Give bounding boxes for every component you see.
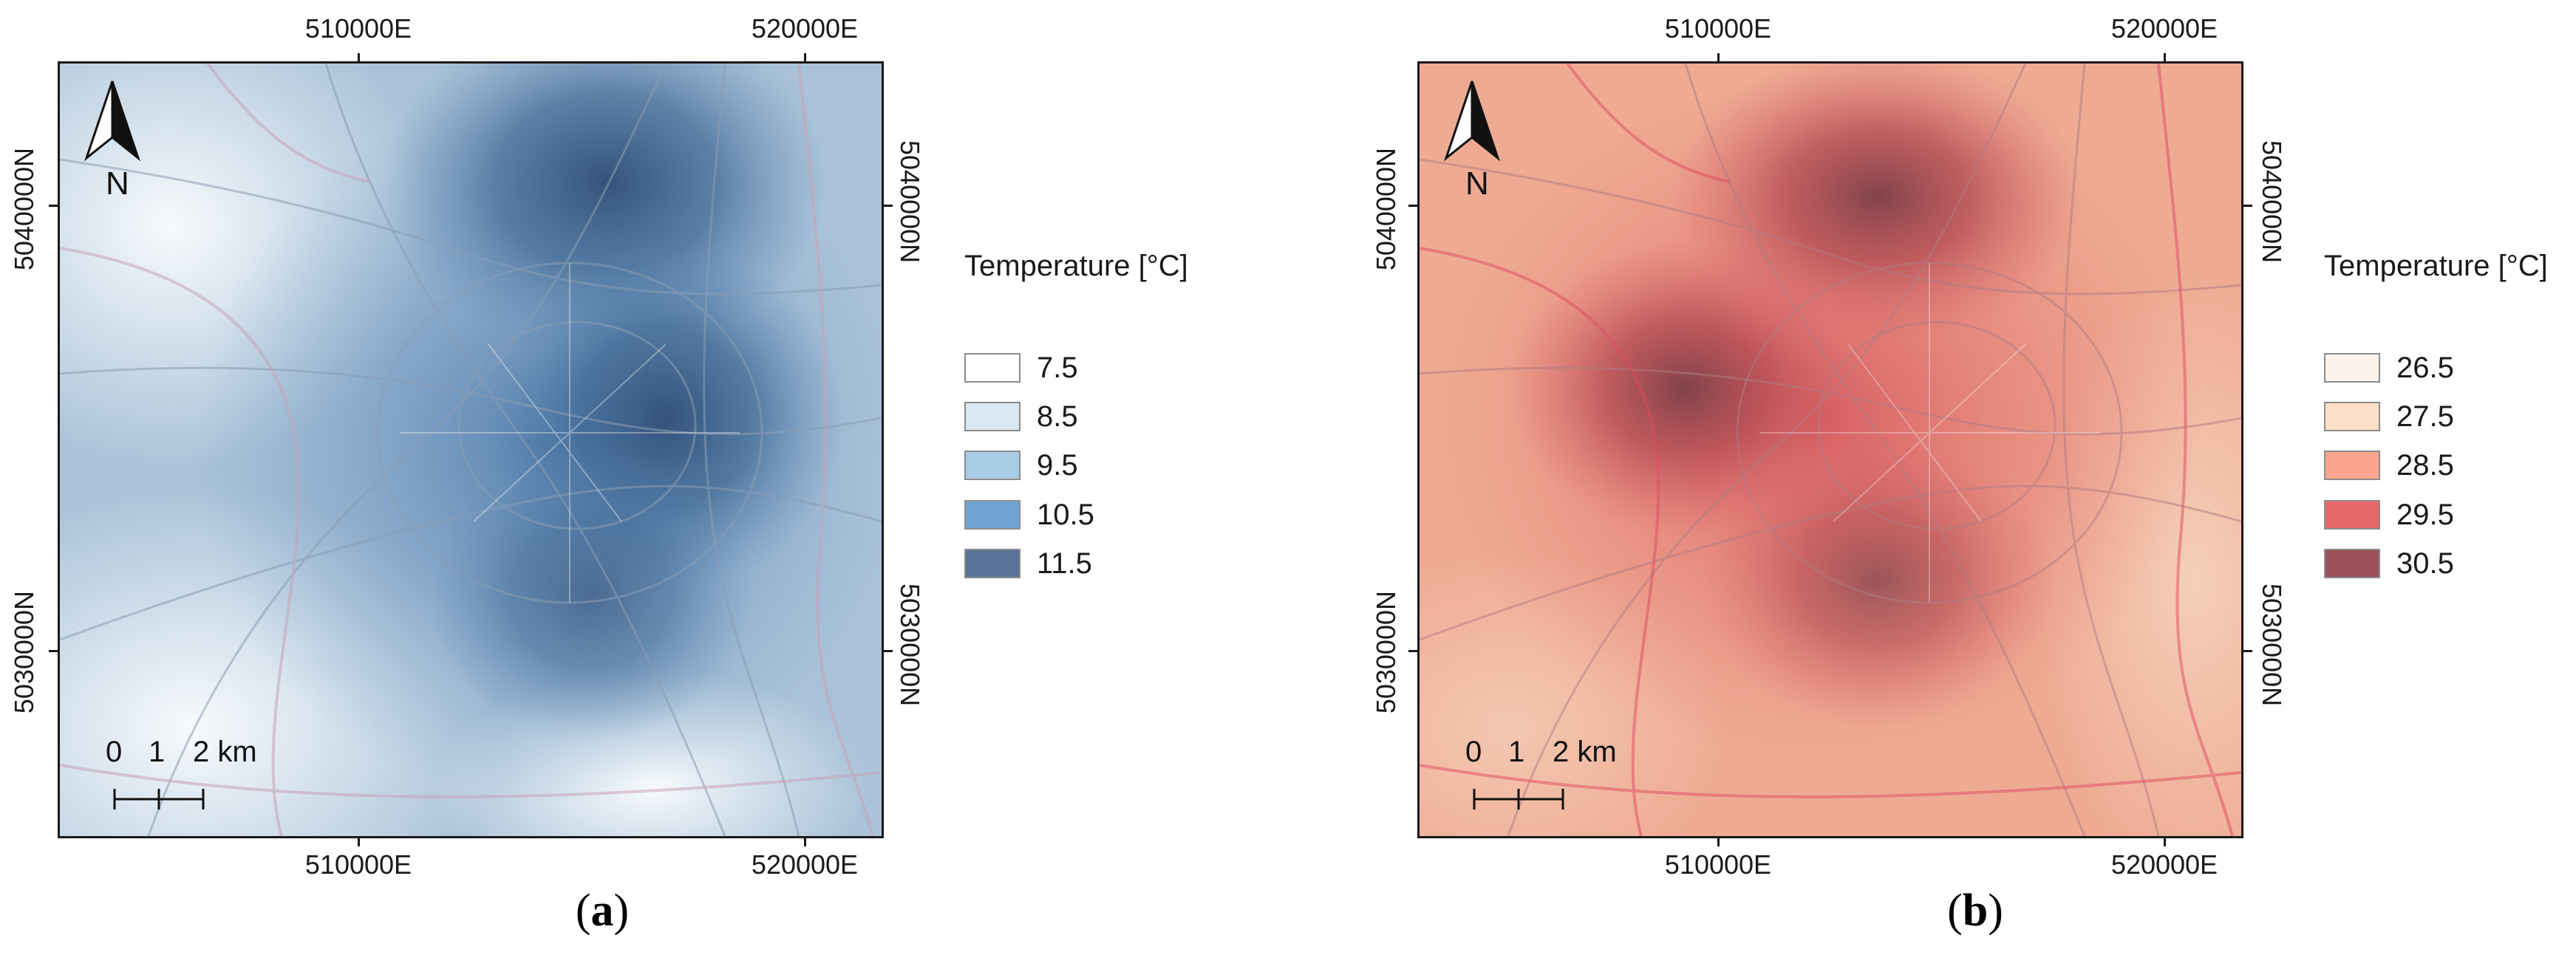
legend-label: 8.5	[1037, 400, 1078, 433]
tick-mark	[2164, 838, 2166, 846]
scale-label-0: 0	[106, 736, 123, 768]
north-arrow-icon	[1443, 81, 1501, 162]
right-y-tick-5030000: 5030000N	[2257, 583, 2287, 707]
north-arrow-icon	[84, 81, 141, 162]
north-arrow-b: N	[1431, 78, 1513, 202]
legend-swatch	[964, 451, 1020, 480]
bottom-x-tick-510000: 510000E	[1664, 849, 1772, 880]
legend-label: 28.5	[2396, 448, 2454, 482]
tick-mark	[49, 650, 58, 652]
legend-label: 7.5	[1037, 351, 1078, 384]
bottom-x-tick-520000: 520000E	[751, 849, 859, 880]
map-canvas-b	[1420, 64, 2241, 836]
tick-mark	[2243, 650, 2252, 652]
legend-swatch	[2324, 549, 2380, 578]
legend-item: 26.5	[2324, 352, 2454, 384]
left-y-tick-5040000: 5040000N	[1371, 148, 1401, 271]
legend-item: 9.5	[964, 449, 1078, 482]
road-network	[1420, 64, 2241, 836]
panel-a: 510000E 520000E 510000E 520000E 5040000N…	[9, 13, 1188, 936]
legend-swatch	[2324, 500, 2380, 530]
tick-mark	[49, 205, 58, 207]
scale-label-0: 0	[1465, 736, 1482, 768]
left-y-tick-5030000: 5030000N	[9, 591, 39, 714]
legend-swatch	[2324, 402, 2380, 431]
right-y-tick-5030000: 5030000N	[895, 583, 925, 707]
scale-label-1: 1	[149, 736, 166, 768]
hot-zone	[1700, 433, 2055, 728]
tick-mark	[1717, 838, 1720, 846]
right-y-tick-5040000: 5040000N	[895, 140, 925, 264]
legend-swatch	[964, 353, 1020, 383]
temperature-map-a: N 0 1 2 km	[58, 61, 884, 838]
scale-bar-ruler	[113, 789, 205, 809]
legend-item: 27.5	[2324, 400, 2454, 433]
top-x-tick-510000: 510000E	[304, 13, 412, 44]
bottom-x-tick-520000: 520000E	[2110, 849, 2218, 880]
highway-network	[1420, 64, 2241, 836]
panel-letter: b	[1962, 886, 1989, 936]
top-x-tick-520000: 520000E	[2110, 13, 2218, 44]
tick-mark	[2164, 53, 2166, 62]
scale-label-1: 1	[1508, 736, 1525, 768]
tick-mark	[884, 205, 893, 207]
left-y-tick-5040000: 5040000N	[9, 148, 39, 271]
legend-swatch	[964, 500, 1020, 530]
panel-caption-b: (b)	[1947, 886, 2003, 936]
scale-label-2: 2 km	[193, 736, 257, 768]
highway-network	[60, 64, 882, 836]
panel-letter: a	[590, 886, 614, 936]
left-y-tick-5030000: 5030000N	[1371, 591, 1401, 714]
north-label: N	[1465, 165, 1489, 202]
legend-item: 7.5	[964, 352, 1078, 384]
tick-mark	[1408, 205, 1417, 207]
top-x-tick-520000: 520000E	[751, 13, 859, 44]
legend-label: 30.5	[2396, 547, 2454, 580]
scale-label-2: 2 km	[1553, 736, 1617, 768]
legend-label: 29.5	[2396, 498, 2454, 531]
hot-zone	[429, 448, 754, 743]
right-y-tick-5040000: 5040000N	[2257, 140, 2287, 264]
panel-b: 510000E 520000E 510000E 520000E 5040000N…	[1288, 0, 2576, 955]
north-arrow-a: N	[72, 78, 153, 202]
tick-mark	[804, 838, 806, 846]
legend-item: 30.5	[2324, 547, 2454, 580]
legend-swatch	[2324, 353, 2380, 383]
scale-bar-ruler	[1473, 789, 1564, 809]
minor-streets	[400, 263, 740, 603]
map-canvas-a	[60, 64, 882, 836]
legend-swatch	[2324, 451, 2380, 480]
tick-mark	[804, 53, 806, 62]
legend-item: 28.5	[2324, 449, 2454, 482]
tick-mark	[1408, 650, 1417, 652]
legend-item: 8.5	[964, 400, 1078, 433]
scale-bar-b: 0 1 2 km	[1465, 736, 1628, 817]
panel-caption-a: (a)	[575, 886, 630, 936]
road-network	[60, 64, 882, 836]
tick-mark	[884, 650, 893, 652]
legend-item: 11.5	[964, 547, 1092, 580]
tick-mark	[2243, 205, 2252, 207]
legend-title-a: Temperature [°C]	[964, 250, 1188, 282]
legend-item: 10.5	[964, 499, 1094, 531]
legend-label: 26.5	[2396, 351, 2454, 384]
legend-swatch	[964, 549, 1020, 578]
legend-label: 10.5	[1037, 498, 1094, 531]
tick-mark	[358, 838, 360, 846]
tick-mark	[358, 53, 360, 62]
north-label: N	[106, 165, 129, 202]
legend-label: 9.5	[1037, 448, 1078, 482]
bottom-x-tick-510000: 510000E	[304, 849, 412, 880]
top-x-tick-510000: 510000E	[1664, 13, 1772, 44]
legend-label: 11.5	[1037, 547, 1092, 580]
legend-label: 27.5	[2396, 400, 2454, 433]
legend-item: 29.5	[2324, 499, 2454, 531]
temperature-map-b: N 0 1 2 km	[1417, 61, 2243, 838]
tick-mark	[1717, 53, 1720, 62]
legend-swatch	[964, 402, 1020, 431]
minor-streets	[1759, 263, 2099, 603]
scale-bar-a: 0 1 2 km	[106, 736, 268, 817]
legend-title-b: Temperature [°C]	[2324, 250, 2548, 282]
